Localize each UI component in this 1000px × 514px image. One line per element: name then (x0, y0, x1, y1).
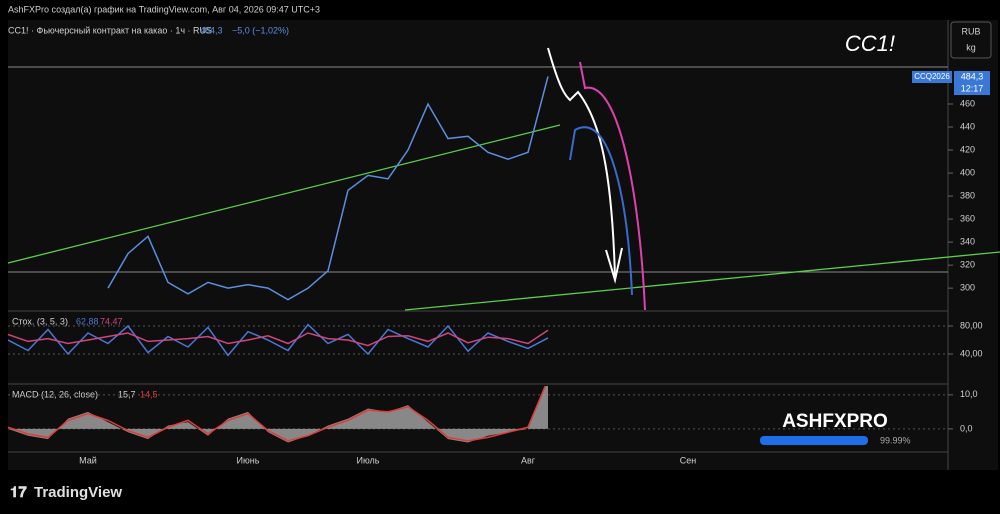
y-tick-label: 400 (960, 167, 975, 177)
brand-progress-label: 99.99% (880, 435, 911, 445)
y-tick-label: 340 (960, 236, 975, 246)
y-tick-label: 360 (960, 213, 975, 223)
y-tick-label: 420 (960, 144, 975, 154)
legend-change: −5,0 (−1,02%) (232, 25, 289, 35)
indicator-line (8, 386, 547, 442)
x-tick-label: Авг (521, 455, 536, 465)
y-tick-label: 10,0 (960, 389, 978, 399)
drawing-arrow (547, 47, 616, 279)
tag-ticker: CCQ2026 (914, 72, 950, 81)
x-tick-label: Июнь (237, 455, 260, 465)
x-tick-label: Сен (680, 455, 697, 465)
trendline (7, 124, 561, 264)
y-tick-label: 40,00 (960, 348, 983, 358)
y-tick-label: 380 (960, 190, 975, 200)
tag-price: 484,3 (961, 71, 984, 81)
indicator-title: Стох. (3, 5, 3) (12, 316, 68, 326)
y-tick-label: 440 (960, 121, 975, 131)
unit-box (950, 21, 992, 59)
trendline (404, 251, 1000, 311)
indicator-value: 15,7 (118, 389, 136, 399)
header: AshFXPro создал(а) график на TradingView… (8, 4, 320, 14)
footer-brand: TradingView (34, 484, 122, 501)
drawing-arrowhead (605, 247, 623, 284)
chart-title: CC1! · Фьючерсный контракт на какао · 1ч… (8, 25, 212, 35)
macd-histogram (8, 386, 548, 443)
y-tick-label: 460 (960, 98, 975, 108)
x-tick-label: Июль (357, 455, 380, 465)
tag-countdown: 12:17 (961, 83, 984, 93)
price-tag (912, 71, 952, 83)
symbol-watermark: CC1! (845, 31, 895, 56)
indicator-line (8, 329, 549, 347)
y-tick-label: 320 (960, 259, 975, 269)
unit: kg (966, 42, 976, 52)
x-tick-label: Май (79, 455, 97, 465)
drawing-curve (569, 126, 633, 296)
price-line (107, 76, 549, 301)
legend-value: 484,3 (200, 25, 223, 35)
y-tick-label: 300 (960, 283, 975, 293)
indicator-title: MACD (12, 26, close) (12, 389, 98, 399)
chart-background (8, 20, 998, 470)
indicator-value: 62,88 (76, 316, 99, 326)
y-tick-label: 0,0 (960, 423, 973, 433)
drawing-curve (579, 61, 646, 311)
brand-progress (760, 436, 868, 445)
y-tick-label: 80,00 (960, 320, 983, 330)
brand-name: ASHFXPRO (782, 411, 888, 432)
indicator-value: 74,47 (100, 316, 123, 326)
currency: RUB (961, 26, 980, 36)
price-tag (954, 71, 990, 95)
footer-logo: 𝟏𝟕 (10, 484, 27, 501)
